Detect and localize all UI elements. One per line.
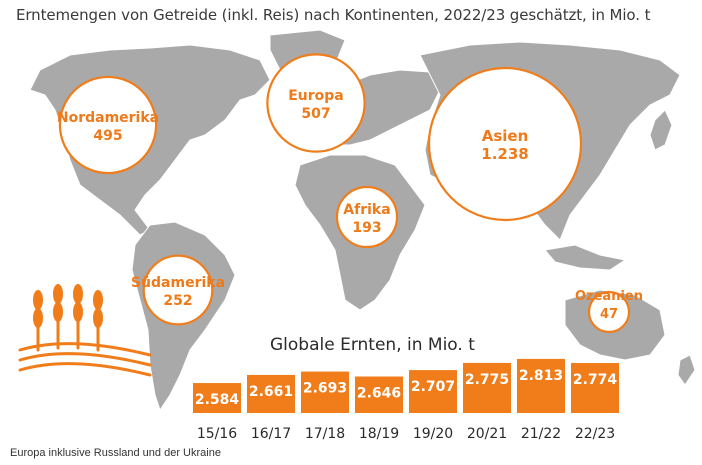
bar-category-label: 16/17 (251, 426, 291, 442)
bar-19-20 (409, 370, 457, 413)
wheat-icon (18, 284, 152, 377)
bar-value-label: 2.774 (573, 372, 618, 388)
bar-18-19 (355, 376, 403, 413)
bubble-region-label: Afrika (343, 202, 390, 218)
bubble-value-label: 1.238 (481, 145, 528, 163)
bubble-value-label: 495 (93, 128, 122, 144)
bar-chart-title: Globale Ernten, in Mio. t (270, 335, 475, 355)
bubble-circle (58, 75, 158, 175)
bar-value-label: 2.584 (195, 392, 240, 408)
bubble-region-label: Nordamerika (57, 110, 159, 126)
bar-22-23 (571, 363, 619, 413)
bubble-value-label: 252 (163, 293, 192, 309)
bar-category-label: 17/18 (305, 426, 345, 442)
bar-value-label: 2.646 (357, 386, 401, 402)
bubble-nordamerika: Nordamerika 495 (57, 75, 159, 175)
bubble-circle (142, 254, 214, 326)
bar-category-label: 21/22 (521, 426, 561, 442)
bar-value-label: 2.813 (519, 368, 563, 384)
bubble-circle (587, 290, 631, 334)
bar-category-label: 20/21 (467, 426, 507, 442)
bubble-afrika: Afrika 193 (335, 185, 399, 249)
bubble-region-label: Asien (482, 127, 529, 145)
bubble-suedamerika: Südamerika 252 (131, 254, 225, 326)
bar-value-label: 2.693 (303, 381, 347, 397)
continent-new-zealand (677, 354, 696, 386)
bubble-circle (427, 66, 583, 222)
bubble-region-label: Ozeanien (575, 289, 643, 304)
continent-indonesia (544, 244, 627, 271)
chart-title: Erntemengen von Getreide (inkl. Reis) na… (16, 6, 651, 24)
continent-japan (649, 109, 673, 151)
bar-value-label: 2.707 (411, 379, 455, 395)
bubble-circle (266, 53, 366, 153)
bar-17-18 (301, 371, 349, 413)
bar-value-label: 2.661 (249, 384, 293, 400)
footnote: Europa inklusive Russland und der Ukrain… (10, 447, 221, 459)
bubble-europa: Europa 507 (266, 53, 366, 153)
bar-category-label: 22/23 (575, 426, 615, 442)
bar-20-21 (463, 362, 511, 413)
bubble-ozeanien: Ozeanien 47 (575, 289, 643, 334)
bubble-value-label: 47 (600, 307, 618, 322)
bubble-region-label: Südamerika (131, 275, 225, 291)
bubble-value-label: 507 (301, 106, 330, 122)
bubble-value-label: 193 (352, 220, 381, 236)
bar-category-label: 18/19 (359, 426, 399, 442)
bar-value-label: 2.775 (465, 372, 509, 388)
bar-category-label: 15/16 (197, 426, 237, 442)
bar-16-17 (247, 374, 295, 413)
bar-21-22 (517, 358, 565, 413)
bubble-region-label: Europa (288, 88, 344, 104)
bubble-circle (335, 185, 399, 249)
bar-chart: 2.584 15/16 2.661 16/17 2.693 17/18 2.646 18/19… (193, 358, 619, 442)
bar-15-16 (193, 383, 241, 413)
bar-category-label: 19/20 (413, 426, 453, 442)
